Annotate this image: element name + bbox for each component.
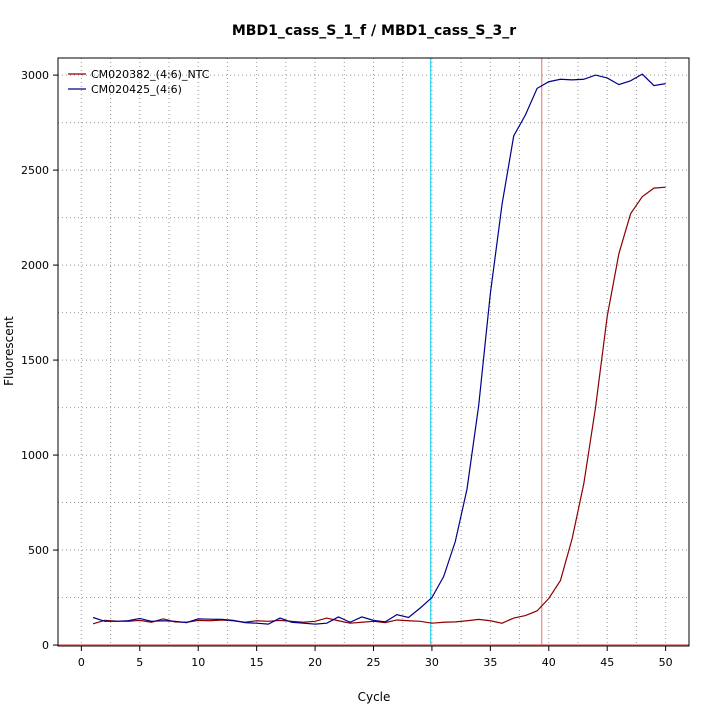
y-tick-label: 1500 bbox=[21, 354, 49, 367]
x-tick-label: 15 bbox=[250, 656, 264, 669]
x-tick-label: 35 bbox=[483, 656, 497, 669]
x-tick-label: 20 bbox=[308, 656, 322, 669]
x-tick-label: 0 bbox=[78, 656, 85, 669]
legend-label: CM020382_(4:6)_NTC bbox=[91, 68, 210, 81]
legend: CM020382_(4:6)_NTC CM020425_(4:6) bbox=[68, 68, 210, 96]
reference-lines bbox=[58, 58, 689, 646]
chart-title: MBD1_cass_S_1_f / MBD1_cass_S_3_r bbox=[232, 23, 516, 39]
x-tick-label: 50 bbox=[659, 656, 673, 669]
y-tick-label: 0 bbox=[42, 639, 49, 652]
y-tick-label: 2500 bbox=[21, 164, 49, 177]
x-tick-label: 10 bbox=[191, 656, 205, 669]
y-tick-label: 1000 bbox=[21, 449, 49, 462]
x-tick-label: 45 bbox=[600, 656, 614, 669]
x-tick-label: 25 bbox=[367, 656, 381, 669]
x-tick-label: 40 bbox=[542, 656, 556, 669]
y-axis-label: Fluorescent bbox=[2, 316, 16, 386]
legend-label: CM020425_(4:6) bbox=[91, 83, 182, 96]
y-tick-label: 2000 bbox=[21, 259, 49, 272]
series-line-2 bbox=[92, 73, 666, 625]
series-layer bbox=[92, 73, 666, 625]
x-axis-label: Cycle bbox=[358, 690, 391, 704]
y-tick-label: 500 bbox=[28, 544, 49, 557]
x-tick-label: 30 bbox=[425, 656, 439, 669]
tick-layer: 0 5 10 15 20 25 30 35 40 45 5005001000150020002500… bbox=[21, 69, 673, 669]
x-tick-label: 5 bbox=[136, 656, 143, 669]
y-tick-label: 3000 bbox=[21, 69, 49, 82]
